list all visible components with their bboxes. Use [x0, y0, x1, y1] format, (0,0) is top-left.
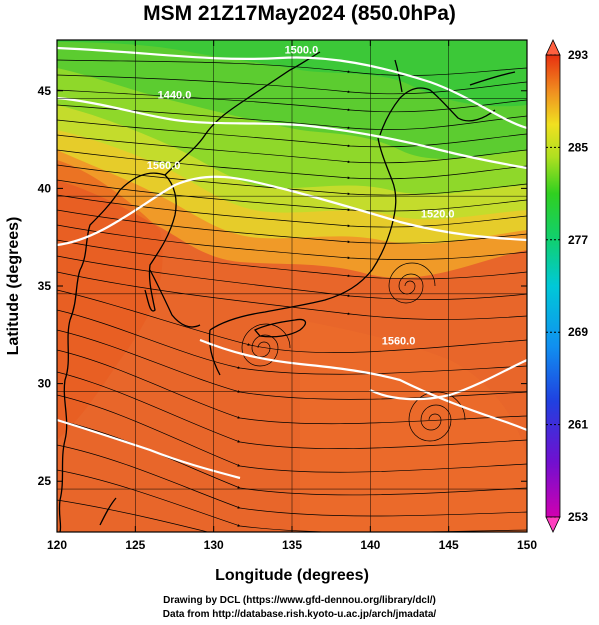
y-tick-label: 30 [38, 377, 52, 391]
x-axis: 120 125 130 135 140 145 150 [47, 40, 537, 552]
circulation-1 [241, 323, 291, 367]
colorbar-tick-label: 261 [568, 418, 588, 432]
contour-label: 1440.0 [158, 90, 192, 102]
contour-label: 1560.0 [382, 336, 416, 348]
contour-label: 1500.0 [285, 45, 319, 57]
y-tick-label: 25 [38, 474, 52, 488]
x-tick-label: 120 [47, 538, 67, 552]
coastlines [58, 51, 516, 532]
contour-1560 [199, 338, 527, 432]
x-tick-label: 135 [282, 538, 302, 552]
chart-title: MSM 21Z17May2024 (850.0hPa) [143, 2, 456, 25]
contour-1520 [57, 175, 527, 247]
x-tick-label: 145 [439, 538, 459, 552]
map-area [57, 40, 527, 532]
colorbar-tick-label: 285 [568, 140, 588, 154]
colorbar-tick-label: 253 [568, 510, 588, 524]
colorbar-tick-label: 277 [568, 233, 588, 247]
x-tick-label: 140 [360, 538, 380, 552]
colorbar: 293 285 277 269 261 253 [545, 39, 588, 533]
colorbar-top-arrow [545, 39, 561, 56]
colorbar-tick-label: 269 [568, 325, 588, 339]
circulation-3 [408, 391, 466, 442]
contour-labels: 1440.0 1500.0 1560.0 1520.0 1560.0 [147, 45, 455, 348]
y-tick-label: 35 [38, 279, 52, 293]
credit-line-1: Drawing by DCL (https://www.gfd-dennou.o… [163, 595, 436, 606]
contour-label: 1560.0 [147, 160, 181, 172]
credit-line-2: Data from http://database.rish.kyoto-u.a… [162, 609, 437, 620]
x-axis-label: Longitude (degrees) [215, 567, 369, 584]
colorbar-bottom-arrow [545, 516, 561, 533]
colorbar-ticks: 293 285 277 269 261 253 [546, 48, 588, 524]
circulation-2 [388, 262, 436, 304]
x-tick-label: 150 [517, 538, 537, 552]
height-contours [57, 46, 527, 480]
y-tick-label: 45 [38, 84, 52, 98]
y-axis-label: Latitude (degrees) [5, 217, 22, 356]
x-tick-label: 125 [125, 538, 145, 552]
contour-1440 [57, 96, 527, 170]
contour-label: 1520.0 [421, 209, 455, 221]
x-tick-label: 130 [204, 538, 224, 552]
colorbar-body [545, 54, 561, 518]
colorbar-tick-label: 293 [568, 48, 588, 62]
y-axis: 25 30 35 40 45 [38, 84, 527, 488]
streamlines [57, 59, 527, 532]
y-tick-label: 40 [38, 181, 52, 195]
contour-1500 [57, 46, 527, 130]
grid-lines [57, 40, 527, 532]
